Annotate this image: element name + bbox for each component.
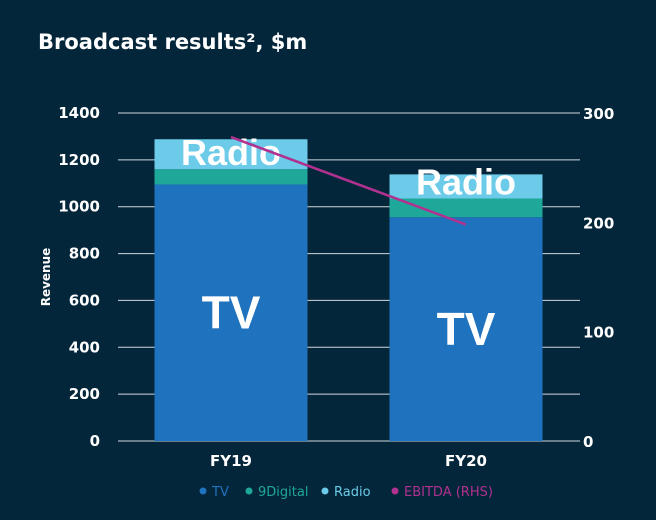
bar-tv-fy19 (154, 184, 308, 441)
y-axis-label: Revenue (39, 248, 53, 307)
legend-marker-ebitda-rhs (391, 487, 399, 495)
chart-title: Broadcast results², $m (38, 30, 308, 54)
x-tick-label-fy19: FY19 (210, 452, 252, 470)
y2-tick-label-300: 300 (583, 105, 614, 123)
x-tick-label-fy20: FY20 (445, 452, 487, 470)
legend-label-tv: TV (211, 485, 229, 500)
y-tick-label-600: 600 (69, 291, 100, 309)
y-tick-label-1000: 1000 (58, 198, 100, 216)
y2-tick-label-100: 100 (583, 324, 614, 342)
bar-radio-fy20 (389, 174, 543, 199)
y2-tick-label-200: 200 (583, 214, 614, 232)
y-tick-label-200: 200 (69, 385, 100, 403)
bar-9digital-fy19 (154, 169, 308, 185)
y-tick-label-0: 0 (90, 432, 100, 450)
segment-label-radio-fy20: Radio (416, 162, 516, 203)
bar-radio-fy19 (154, 139, 308, 170)
legend-marker-radio (321, 487, 329, 495)
legend-marker-tv (199, 487, 207, 495)
y-tick-label-1200: 1200 (58, 151, 100, 169)
legend-label-ebitda-rhs: EBITDA (RHS) (404, 485, 493, 500)
line-ebitda (230, 135, 467, 226)
y2-tick-label-0: 0 (583, 433, 593, 451)
segment-label-tv-fy20: TV (437, 303, 496, 355)
legend-marker-9digital (245, 487, 253, 495)
legend-label-radio: Radio (334, 485, 371, 500)
y-tick-label-1400: 1400 (58, 104, 100, 122)
bar-tv-fy20 (389, 217, 543, 441)
y-tick-label-400: 400 (69, 338, 100, 356)
y-tick-label-800: 800 (69, 245, 100, 263)
segment-label-tv-fy19: TV (202, 287, 261, 339)
segment-label-radio-fy19: Radio (181, 132, 281, 173)
bar-9digital-fy20 (389, 198, 543, 218)
legend-label-9digital: 9Digital (258, 485, 308, 500)
